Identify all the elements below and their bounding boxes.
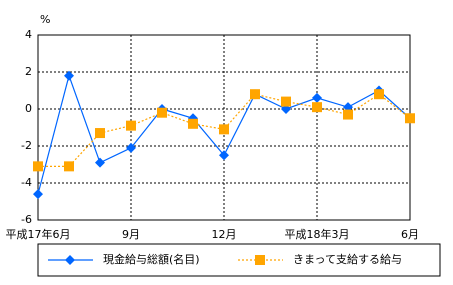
point <box>343 109 353 120</box>
y-axis-label: % <box>40 13 50 26</box>
point <box>157 107 167 118</box>
point <box>95 128 105 139</box>
point <box>312 102 322 113</box>
point <box>64 70 74 81</box>
point <box>33 161 43 172</box>
point <box>188 118 198 129</box>
legend-box <box>37 243 441 277</box>
point <box>64 161 74 172</box>
point <box>281 96 291 107</box>
y-tick-label: -4 <box>21 176 32 189</box>
x-tick-label: 9月 <box>122 228 140 241</box>
point <box>95 157 105 168</box>
y-tick-label: 2 <box>25 65 32 78</box>
legend-marker <box>255 255 265 265</box>
y-tick-label: 0 <box>25 102 32 115</box>
legend-marker <box>65 255 75 265</box>
point <box>250 89 260 100</box>
point <box>126 142 136 153</box>
y-tick-label: -6 <box>21 213 32 226</box>
point <box>126 120 136 131</box>
point <box>219 150 229 161</box>
point <box>374 89 384 100</box>
x-tick-label: 平成17年6月 <box>6 227 71 241</box>
x-tick-label: 平成18年3月 <box>285 227 350 241</box>
legend-label: きまって支給する給与 <box>293 252 402 266</box>
y-tick-label: 4 <box>25 28 32 41</box>
point <box>219 124 229 135</box>
y-tick-label: -2 <box>21 139 32 152</box>
legend-label: 現金給与総額(名目) <box>103 252 200 266</box>
x-tick-label: 12月 <box>212 228 237 241</box>
point <box>33 189 43 200</box>
point <box>312 92 322 103</box>
x-tick-label: 6月 <box>401 228 419 241</box>
point <box>405 113 415 124</box>
